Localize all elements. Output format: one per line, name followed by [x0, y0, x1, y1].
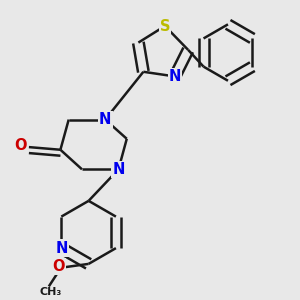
Text: N: N [112, 162, 125, 177]
Text: N: N [99, 112, 111, 127]
Text: S: S [160, 19, 170, 34]
Text: O: O [14, 138, 27, 153]
Text: CH₃: CH₃ [39, 287, 62, 297]
Text: N: N [55, 241, 68, 256]
Text: N: N [169, 69, 181, 84]
Text: O: O [52, 259, 64, 274]
